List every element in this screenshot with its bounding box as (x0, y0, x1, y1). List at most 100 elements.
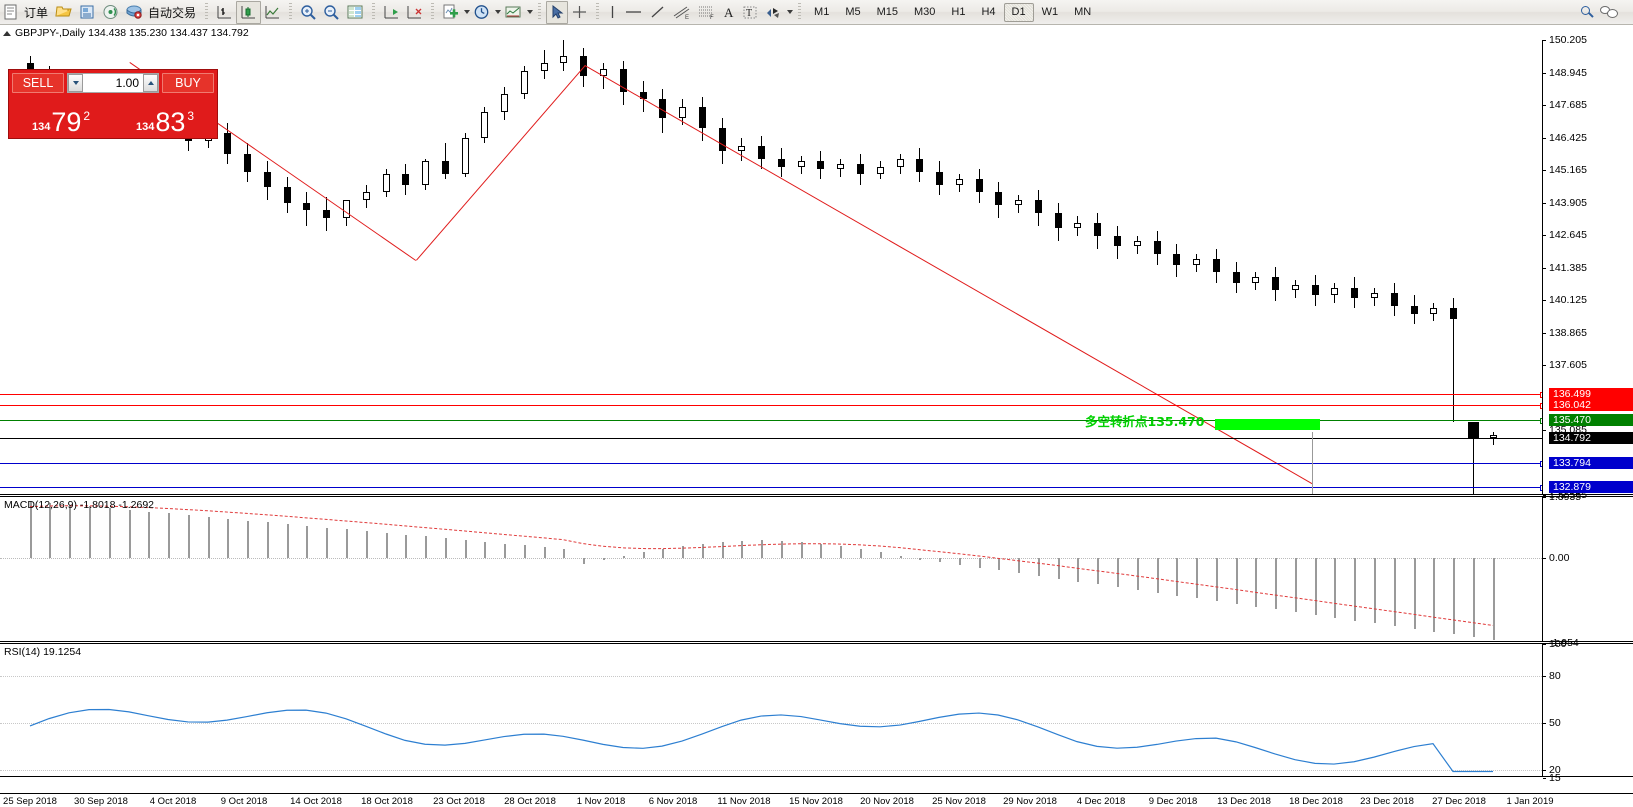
chevron-down-icon[interactable] (787, 10, 794, 14)
resistance-line-1[interactable] (0, 391, 1542, 398)
orders-label[interactable]: 订单 (24, 5, 49, 20)
macd-plot-area[interactable] (0, 497, 1542, 641)
crosshair-icon[interactable] (568, 1, 591, 24)
line-anchor-handle[interactable] (1540, 418, 1542, 425)
support-line-1[interactable] (0, 461, 1542, 468)
arrow-cursor-icon[interactable] (546, 0, 569, 24)
buy-button[interactable]: BUY (162, 73, 214, 93)
macd-histogram-bar (227, 518, 229, 558)
trendline-icon[interactable] (646, 1, 669, 24)
autotrade-icon[interactable] (122, 1, 146, 24)
toolbar-separator (594, 3, 602, 21)
clock-icon[interactable] (470, 1, 493, 24)
news-icon[interactable] (76, 1, 99, 24)
candle-body (541, 63, 548, 72)
macd-histogram-bar (880, 552, 882, 558)
chart-window[interactable]: GBPJPY-,Daily 134.438 135.230 134.437 13… (0, 25, 1633, 807)
price-tick: 145.165 (1543, 164, 1587, 176)
candle-body (1094, 223, 1101, 237)
channel-icon[interactable]: E (669, 1, 694, 24)
chart-collapse-icon[interactable] (3, 30, 11, 36)
signals-icon[interactable] (99, 1, 122, 24)
add-indicator-icon[interactable] (439, 1, 462, 24)
time-axis-label: 13 Dec 2018 (1217, 796, 1271, 807)
zoom-in-icon[interactable] (297, 1, 320, 24)
folder-icon[interactable] (52, 1, 76, 24)
line-anchor-handle[interactable] (1540, 403, 1542, 410)
volume-value[interactable]: 1.00 (115, 76, 139, 90)
current-price-line-tag[interactable]: 134.792 (1549, 431, 1633, 444)
bar-chart-icon[interactable] (213, 1, 236, 24)
macd-pane[interactable]: MACD(12,26,9) -1.8018 -1.2692 1.3935 0.00… (0, 491, 1633, 649)
line-anchor-handle[interactable] (1540, 391, 1542, 398)
sell-button[interactable]: SELL (12, 73, 64, 93)
price-pane[interactable]: 多空转折点135.470 150.205 148.945 147.685 146.42… (0, 34, 1633, 501)
pivot-line[interactable] (0, 418, 1542, 425)
pivot-annotation-text[interactable]: 多空转折点135.470 (1085, 414, 1205, 430)
macd-histogram-bar (840, 545, 842, 558)
candle-body (481, 112, 488, 139)
timeframe-d1[interactable]: D1 (1003, 2, 1034, 22)
resistance-line-2-tag[interactable]: 136.042 (1549, 399, 1633, 412)
price-plot-area[interactable]: 多空转折点135.470 (0, 40, 1542, 494)
auto-scroll-icon[interactable] (403, 1, 426, 24)
text-a-icon[interactable]: A (719, 1, 739, 24)
timeframe-w1[interactable]: W1 (1041, 6, 1059, 18)
shapes-icon[interactable] (761, 1, 785, 24)
candle-body (1312, 285, 1319, 296)
macd-histogram-bar (761, 540, 763, 558)
rsi-scale[interactable]: 100 80 50 20 15 (1542, 638, 1633, 784)
chevron-down-icon[interactable] (495, 10, 502, 14)
candle-body (501, 94, 508, 113)
timeframe-m1[interactable]: M1 (814, 6, 830, 18)
timeframe-h4[interactable]: H4 (981, 6, 996, 18)
vertical-line-icon[interactable] (604, 1, 621, 24)
one-click-trading-panel[interactable]: SELL 1.00 BUY 134 79 2 134 83 3 (8, 69, 218, 139)
line-anchor-handle[interactable] (1540, 461, 1542, 468)
macd-histogram-bar (1354, 557, 1356, 621)
line-chart-icon[interactable] (261, 1, 284, 24)
macd-histogram-bar (267, 522, 269, 558)
resistance-line-2[interactable] (0, 403, 1542, 410)
timeframe-m30[interactable]: M30 (914, 6, 936, 18)
timeframe-mn[interactable]: MN (1074, 6, 1092, 18)
rsi-pane[interactable]: RSI(14) 19.1254 100 80 50 20 15 (0, 638, 1633, 784)
orders-button[interactable] (0, 1, 22, 24)
support-line-2[interactable] (0, 484, 1542, 491)
pivot-line-tag[interactable]: 135.470 (1549, 414, 1633, 427)
volume-stepper[interactable]: 1.00 (67, 73, 159, 93)
macd-histogram-bar (504, 543, 506, 558)
text-label-icon[interactable]: T (739, 1, 761, 24)
fibonacci-icon[interactable]: F (694, 1, 719, 24)
support-line-2-tag[interactable]: 132.879 (1549, 480, 1633, 493)
volume-increase-button[interactable] (143, 74, 158, 92)
chat-bubbles-icon[interactable] (1597, 1, 1621, 24)
search-icon[interactable] (1578, 1, 1597, 24)
macd-scale[interactable]: 1.3935 0.00 -1.954 (1542, 491, 1633, 649)
macd-histogram-bar (1038, 557, 1040, 577)
volume-decrease-button[interactable] (68, 74, 83, 92)
rsi-level-line (0, 722, 1542, 724)
price-scale[interactable]: 150.205 148.945 147.685 146.425 145.165 143.9… (1542, 34, 1633, 501)
candlestick-icon[interactable] (236, 0, 262, 24)
zoom-out-icon[interactable] (320, 1, 343, 24)
rsi-tick: 80 (1543, 670, 1561, 682)
timeframe-h1[interactable]: H1 (951, 6, 966, 18)
horizontal-line-icon[interactable] (621, 1, 646, 24)
autotrading-label[interactable]: 自动交易 (148, 5, 197, 20)
sell-price-display[interactable]: 134 79 2 (10, 96, 112, 137)
current-price-line[interactable] (0, 437, 1542, 439)
buy-price-display[interactable]: 134 83 3 (114, 96, 216, 137)
template-icon[interactable] (501, 1, 525, 24)
line-anchor-handle[interactable] (1540, 484, 1542, 491)
rsi-plot-area[interactable] (0, 644, 1542, 776)
rsi-tick: 15 (1543, 772, 1561, 784)
support-line-1-tag[interactable]: 133.794 (1549, 457, 1633, 470)
grid-icon[interactable] (343, 1, 367, 24)
chart-shift-icon[interactable] (380, 1, 403, 24)
timeframe-m5[interactable]: M5 (845, 6, 861, 18)
chevron-down-icon[interactable] (464, 10, 471, 14)
chevron-down-icon[interactable] (527, 10, 534, 14)
timeframe-m15[interactable]: M15 (876, 6, 898, 18)
resistance-line-1-tag[interactable]: 136.499 (1549, 387, 1633, 400)
